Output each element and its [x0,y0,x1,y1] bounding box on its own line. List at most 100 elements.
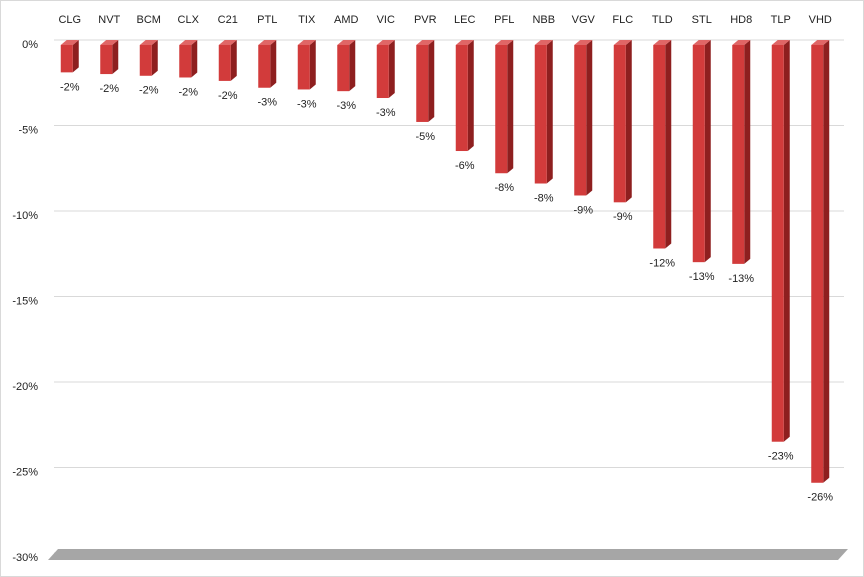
value-label: -6% [455,160,475,172]
x-tick-label: TIX [298,14,316,26]
bar [732,45,745,264]
x-tick-label: PTL [257,14,277,26]
bar [534,45,547,184]
bar-top [139,40,158,45]
value-label: -9% [613,211,633,223]
value-label: -9% [573,204,593,216]
bar-side [665,40,672,249]
bar [495,45,508,174]
bar [811,45,824,483]
bar-top [771,40,790,45]
bar [692,45,705,263]
value-label: -2% [60,81,80,93]
bar-side [507,40,514,174]
bar [100,45,113,75]
value-label: -13% [728,273,754,285]
bar-side [546,40,553,184]
bar [771,45,784,442]
x-tick-label: STL [692,14,712,26]
bar-top [811,40,830,45]
bar [258,45,271,88]
value-label: -3% [376,107,396,119]
bar [297,45,310,90]
x-tick-label: HD8 [730,14,752,26]
x-tick-label: C21 [218,14,238,26]
value-label: -12% [649,257,675,269]
bar [60,45,73,73]
bar-side [744,40,751,264]
bar [574,45,587,196]
bar-side [823,40,830,483]
x-tick-label: TLD [652,14,673,26]
x-tick-label: VIC [377,14,395,26]
bar-top [613,40,632,45]
bar-side [388,40,395,99]
bar [455,45,468,152]
bar-top [732,40,751,45]
bar [613,45,626,203]
bar-side [270,40,277,88]
bar-side [230,40,237,81]
value-label: -2% [178,86,198,98]
bar-side [586,40,593,196]
bar-side [704,40,711,263]
value-label: -23% [768,451,794,463]
bar-side [112,40,119,75]
bar-top [337,40,356,45]
bar-top [692,40,711,45]
bar-top [179,40,198,45]
x-tick-label: BCM [137,14,161,26]
x-tick-label: PFL [494,14,514,26]
x-tick-label: TLP [771,14,791,26]
y-tick-label: -20% [12,381,38,393]
x-tick-label: VGV [572,14,596,26]
bar-top [376,40,395,45]
bar-top [534,40,553,45]
y-tick-label: -25% [12,466,38,478]
value-label: -26% [807,492,833,504]
bar [376,45,389,99]
value-label: -3% [257,97,277,109]
bar-side [309,40,316,90]
y-tick-label: -10% [12,210,38,222]
bar-top [218,40,237,45]
x-tick-label: CLG [58,14,81,26]
y-tick-label: -15% [12,295,38,307]
value-label: -5% [415,131,435,143]
value-label: -2% [99,83,119,95]
value-label: -3% [297,98,317,110]
bar [218,45,231,81]
bar-top [495,40,514,45]
value-label: -8% [534,192,554,204]
value-label: -2% [139,85,159,97]
bar-side [783,40,790,442]
bar-top [60,40,79,45]
bar-top [574,40,593,45]
x-tick-label: VHD [809,14,832,26]
x-tick-label: NBB [532,14,555,26]
y-tick-label: -5% [18,124,38,136]
y-tick-label: -30% [12,552,38,564]
x-tick-label: CLX [178,14,200,26]
bar [139,45,152,76]
bar-top [416,40,435,45]
x-tick-label: NVT [98,14,120,26]
bar-side [428,40,435,122]
bar-side [467,40,474,152]
x-tick-label: AMD [334,14,359,26]
bar [416,45,429,122]
bar-top [297,40,316,45]
value-label: -2% [218,90,238,102]
value-label: -8% [494,182,514,194]
x-tick-label: PVR [414,14,437,26]
value-label: -13% [689,271,715,283]
bar-side [151,40,158,76]
bar-side [72,40,79,73]
x-tick-label: FLC [612,14,633,26]
bar-top [100,40,119,45]
bar [337,45,350,92]
bar-side [625,40,632,203]
value-label: -3% [336,100,356,112]
floor [48,549,848,560]
